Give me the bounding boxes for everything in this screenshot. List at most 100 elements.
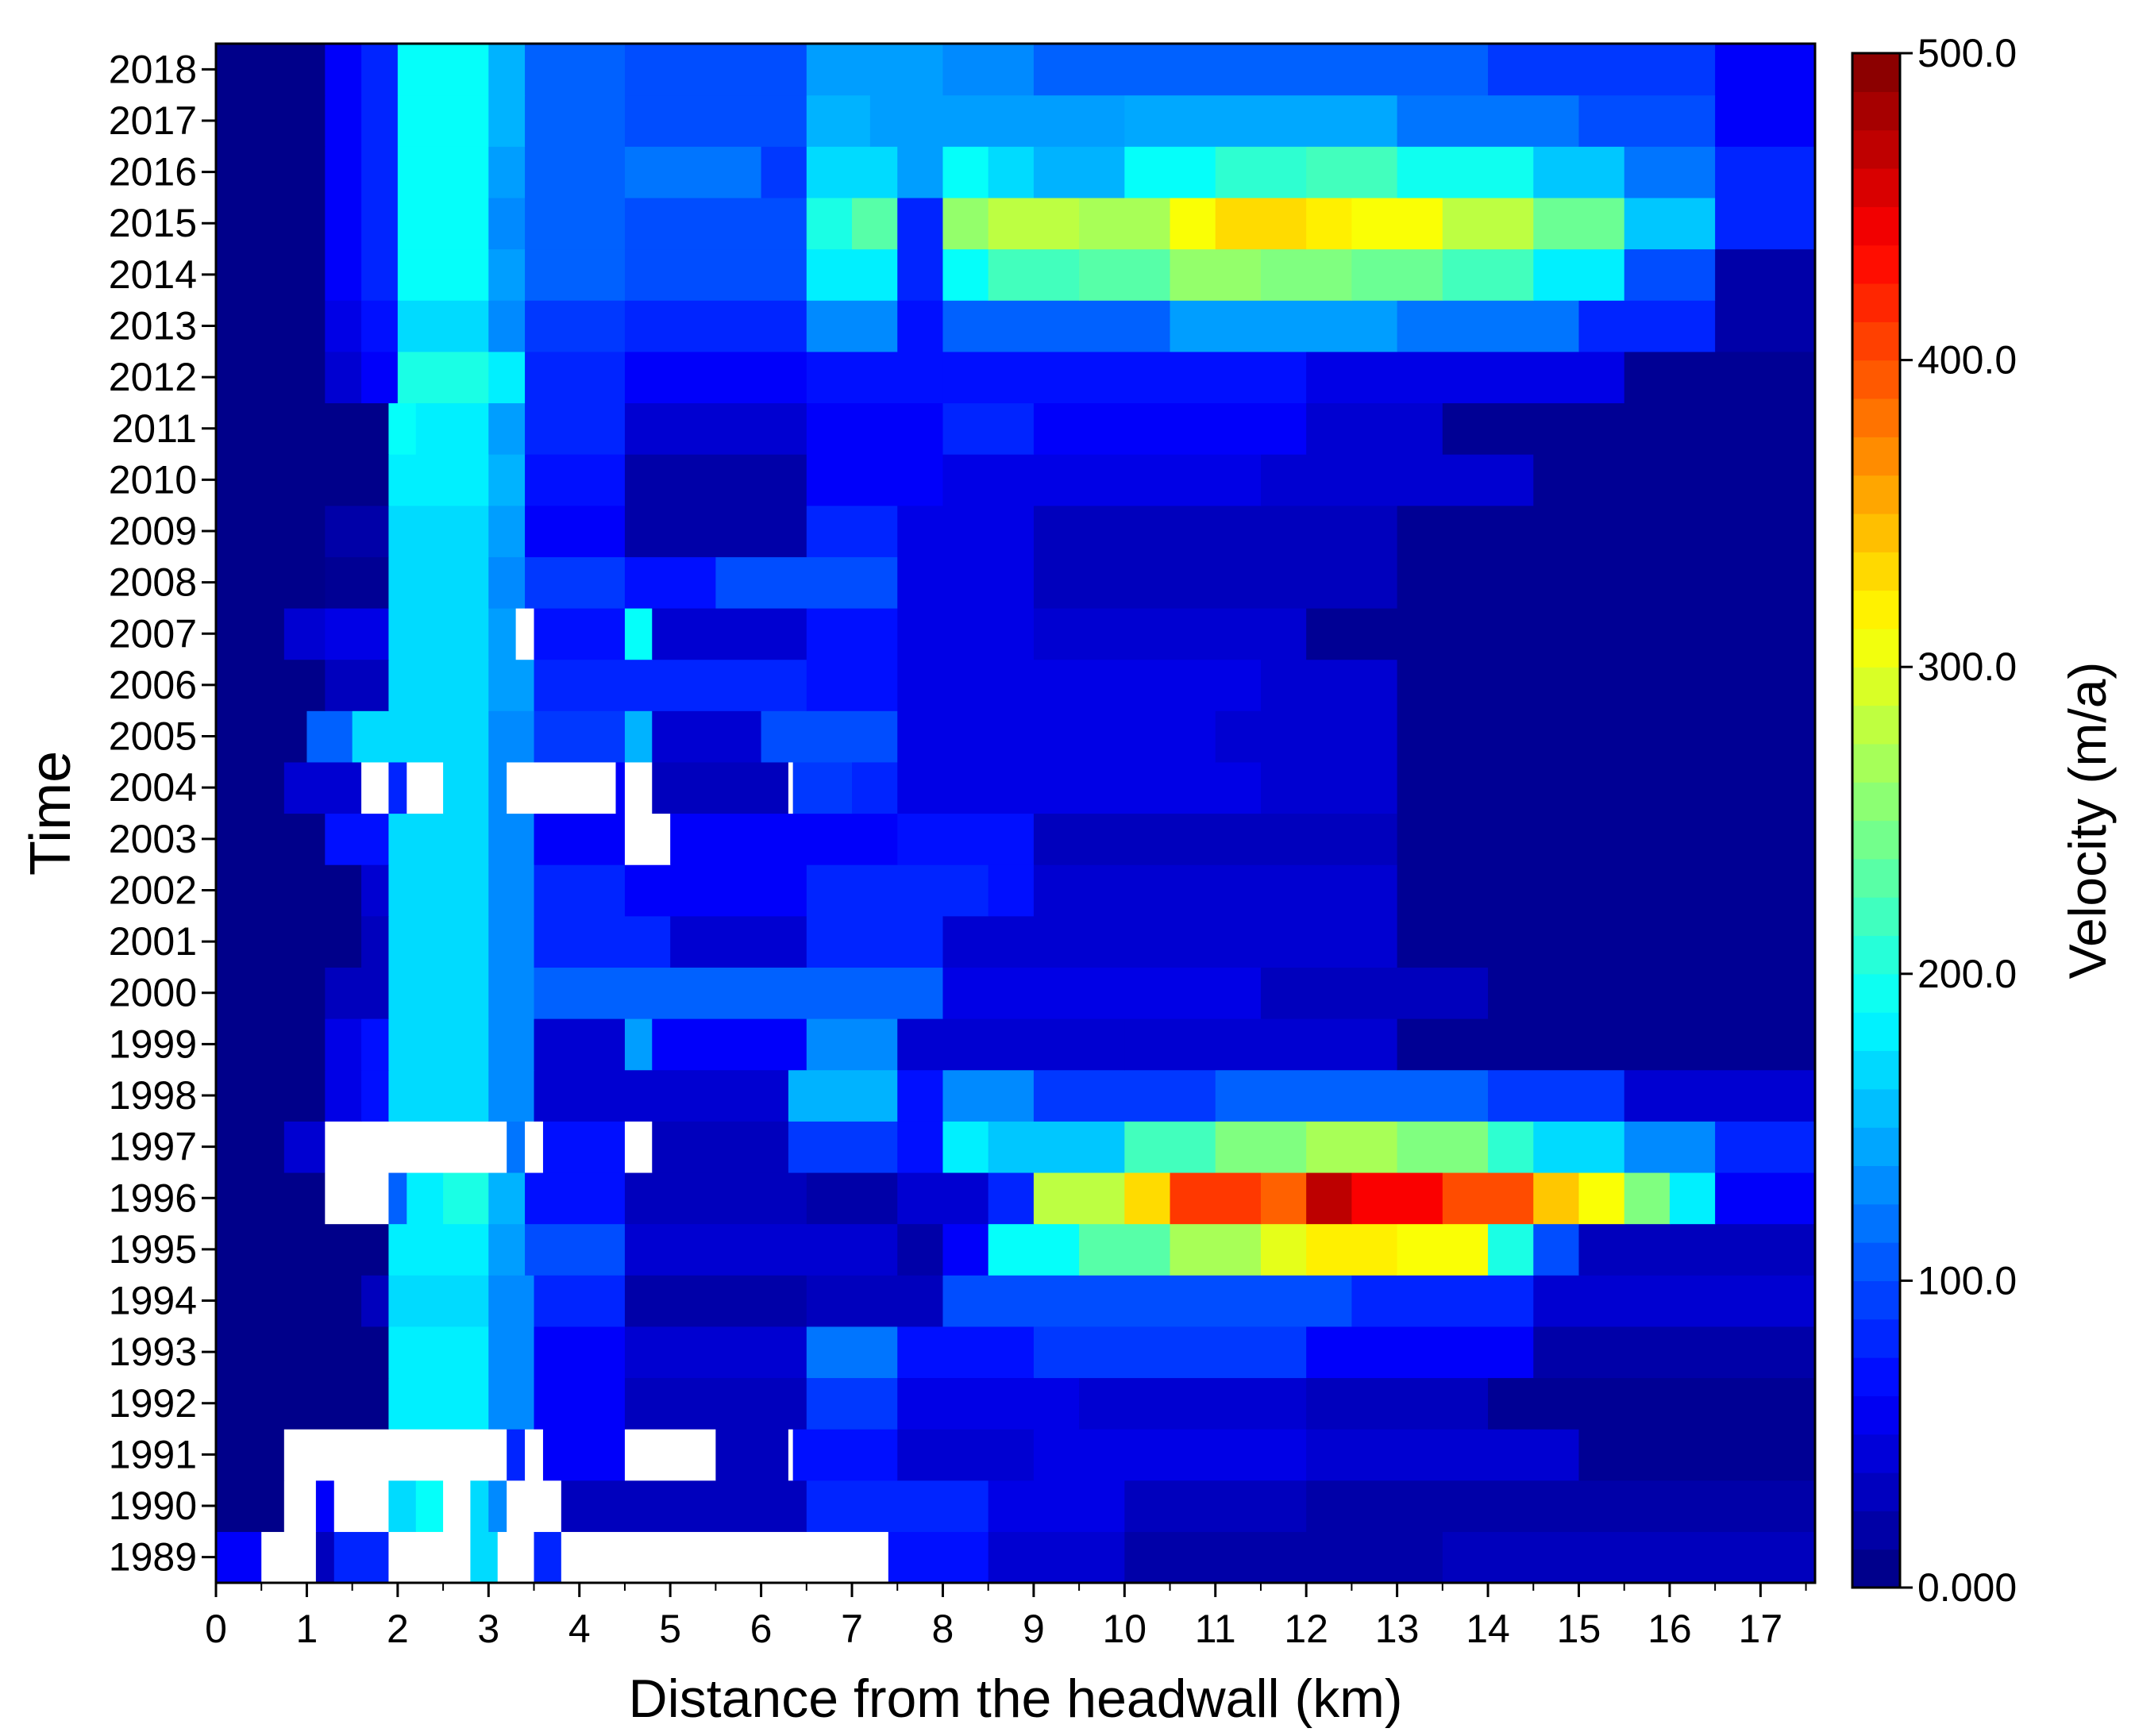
heatmap-cell xyxy=(1170,300,1398,352)
colorbar: 0.000 100.0 200.0 300.0 400.0 500.0 xyxy=(1851,31,2017,1610)
heatmap-cell xyxy=(806,1326,898,1379)
colorbar-step xyxy=(1852,973,1900,1013)
heatmap-cell xyxy=(1578,1172,1625,1225)
heatmap-cell xyxy=(624,556,716,609)
heatmap-cell xyxy=(988,146,1035,198)
heatmap-cell xyxy=(1624,1121,1716,1173)
y-tick-label: 1999 xyxy=(109,1022,197,1066)
heatmap-cell xyxy=(1488,1223,1534,1276)
heatmap-cell xyxy=(216,351,326,404)
heatmap-cell xyxy=(1715,248,1816,301)
heatmap-cell xyxy=(488,1275,535,1327)
heatmap-cell xyxy=(1669,1172,1716,1225)
heatmap-cell xyxy=(897,710,1216,763)
heatmap-cell xyxy=(1033,864,1398,917)
heatmap-cell xyxy=(806,146,898,198)
heatmap-cell xyxy=(1397,556,1816,609)
heatmap-cell xyxy=(788,1429,794,1481)
heatmap-cell xyxy=(942,967,1262,1019)
colorbar-step xyxy=(1852,244,1900,284)
colorbar-step xyxy=(1852,935,1900,975)
heatmap-cell xyxy=(388,1326,489,1379)
y-tick-label: 2003 xyxy=(109,817,197,861)
heatmap-cell xyxy=(1079,248,1171,301)
heatmap-cell xyxy=(1215,146,1307,198)
heatmap-cell xyxy=(534,813,626,865)
heatmap-cell xyxy=(488,1326,535,1379)
heatmap-cells xyxy=(216,44,1816,1584)
heatmap-cell xyxy=(1533,454,1816,506)
heatmap-cell xyxy=(1533,146,1625,198)
heatmap-cell xyxy=(388,505,489,557)
heatmap-cell xyxy=(806,44,944,96)
heatmap-cell xyxy=(488,1069,535,1122)
heatmap-cell xyxy=(216,864,362,917)
heatmap-cell xyxy=(388,1275,489,1327)
y-tick-label: 1996 xyxy=(109,1176,197,1220)
y-tick-label: 2015 xyxy=(109,201,197,245)
heatmap-cell xyxy=(525,351,626,404)
heatmap-cell xyxy=(988,197,1080,250)
heatmap-cell xyxy=(488,710,535,763)
heatmap-cell xyxy=(1533,1326,1816,1379)
heatmap-cell xyxy=(325,300,362,352)
heatmap-cell xyxy=(534,1275,626,1327)
heatmap-cell xyxy=(988,1121,1125,1173)
heatmap-cell xyxy=(388,1069,489,1122)
heatmap-cell xyxy=(1715,94,1816,147)
heatmap-cell xyxy=(942,1275,1352,1327)
heatmap-cell xyxy=(942,248,989,301)
heatmap-cell xyxy=(624,1377,807,1430)
heatmap-cell xyxy=(761,710,898,763)
heatmap-cell xyxy=(1124,1018,1398,1071)
heatmap-cell xyxy=(1397,1121,1489,1173)
heatmap-cell xyxy=(897,1172,989,1225)
heatmap-cell xyxy=(852,761,898,814)
heatmap-cell xyxy=(315,1480,335,1532)
heatmap-cell xyxy=(806,505,898,557)
heatmap-cell xyxy=(897,659,1262,711)
x-tick-label: 4 xyxy=(568,1607,591,1651)
heatmap-cell xyxy=(1397,659,1816,711)
heatmap-cell xyxy=(1306,402,1443,455)
heatmap-cell xyxy=(388,402,417,455)
heatmap-cell xyxy=(542,1121,626,1173)
heatmap-cell xyxy=(397,146,489,198)
heatmap-cell xyxy=(1306,1429,1580,1481)
heatmap-cell xyxy=(488,915,535,968)
heatmap-cell xyxy=(315,1531,335,1584)
heatmap-cell xyxy=(897,505,1035,557)
colorbar-step xyxy=(1852,53,1900,92)
heatmap-cell xyxy=(388,864,489,917)
heatmap-cell xyxy=(534,659,807,711)
colorbar-step xyxy=(1852,743,1900,783)
heatmap-cell xyxy=(325,197,362,250)
heatmap-cell xyxy=(1715,44,1816,96)
heatmap-cell xyxy=(534,607,626,660)
heatmap-cell xyxy=(525,197,626,250)
heatmap-cell xyxy=(488,1223,526,1276)
heatmap-cell xyxy=(1397,146,1534,198)
heatmap-cell xyxy=(397,197,489,250)
y-tick-label: 2010 xyxy=(109,457,197,502)
heatmap-cell xyxy=(216,1223,390,1276)
heatmap-cell xyxy=(670,813,898,865)
colorbar-step xyxy=(1852,1050,1900,1090)
heatmap-cell xyxy=(361,1275,390,1327)
heatmap-cell xyxy=(415,402,489,455)
heatmap-cell xyxy=(488,761,507,814)
heatmap-cell xyxy=(806,1018,898,1071)
heatmap-cell xyxy=(361,1018,390,1071)
heatmap-cell xyxy=(1124,1121,1216,1173)
heatmap-cell xyxy=(397,300,489,352)
heatmap-cell xyxy=(1442,248,1534,301)
heatmap-cell xyxy=(525,1223,626,1276)
heatmap-cell xyxy=(1488,1069,1625,1122)
heatmap-cell xyxy=(488,44,526,96)
heatmap-cell xyxy=(216,1069,326,1122)
heatmap-cell xyxy=(806,351,944,404)
heatmap-cell xyxy=(388,607,489,660)
heatmap-cell xyxy=(1306,1326,1534,1379)
heatmap-cell xyxy=(561,1531,889,1584)
